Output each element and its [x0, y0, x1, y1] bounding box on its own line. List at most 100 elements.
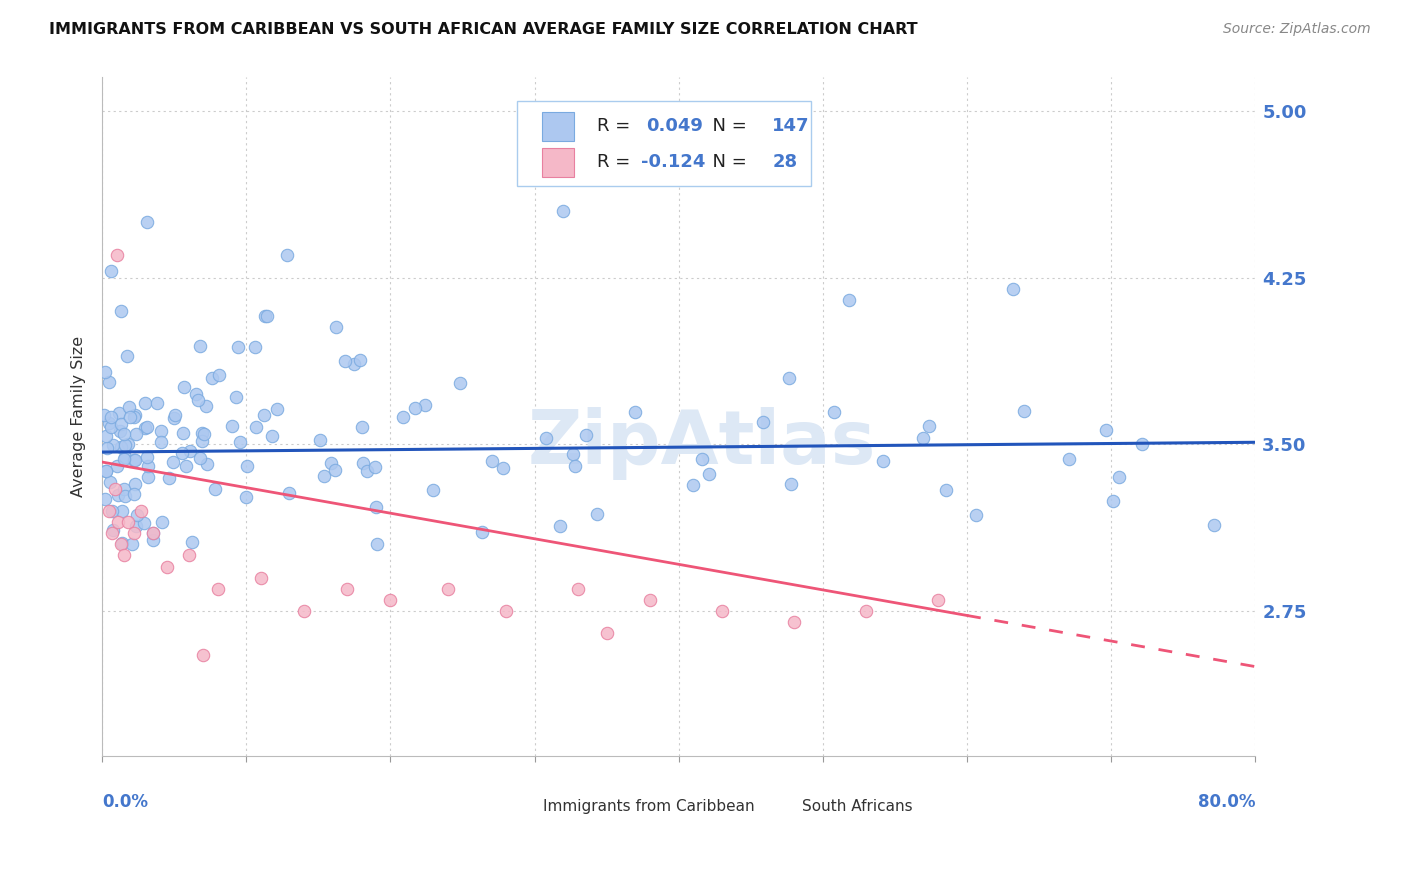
- Point: [93, 409, 115, 423]
- Point: [112, 451, 135, 466]
- Point: [1204, 518, 1226, 533]
- Point: [173, 379, 195, 393]
- Point: [104, 482, 127, 496]
- FancyBboxPatch shape: [517, 101, 811, 186]
- Point: [391, 410, 413, 425]
- Point: [117, 515, 139, 529]
- Point: [575, 428, 598, 442]
- Point: [108, 406, 131, 420]
- Point: [150, 515, 173, 529]
- Point: [911, 431, 934, 445]
- Point: [94, 491, 117, 506]
- Point: [172, 445, 194, 459]
- Bar: [541, 112, 574, 141]
- Point: [194, 399, 217, 413]
- Bar: [512, 796, 534, 817]
- Point: [562, 447, 585, 461]
- Point: [335, 354, 357, 368]
- Point: [101, 526, 124, 541]
- Point: [136, 450, 159, 464]
- Point: [149, 424, 172, 438]
- Point: [1108, 470, 1130, 484]
- Point: [107, 488, 129, 502]
- Point: [855, 604, 877, 618]
- Point: [162, 411, 184, 425]
- Point: [534, 431, 557, 445]
- Point: [638, 593, 661, 607]
- Point: [176, 459, 198, 474]
- Point: [752, 415, 775, 429]
- Point: [100, 410, 122, 425]
- Point: [927, 593, 949, 607]
- Point: [105, 248, 128, 262]
- Text: N =: N =: [700, 118, 752, 136]
- Point: [201, 371, 224, 385]
- Point: [1095, 423, 1118, 437]
- Point: [142, 533, 165, 547]
- Point: [207, 582, 229, 596]
- Point: [918, 419, 941, 434]
- Point: [124, 453, 146, 467]
- Point: [325, 320, 347, 334]
- Point: [872, 454, 894, 468]
- Point: [110, 304, 132, 318]
- Point: [191, 648, 214, 663]
- Point: [319, 457, 342, 471]
- Point: [136, 215, 159, 229]
- Point: [221, 419, 243, 434]
- Text: South Africans: South Africans: [803, 799, 912, 814]
- Point: [122, 410, 145, 425]
- Point: [236, 459, 259, 474]
- Point: [364, 500, 387, 514]
- Point: [195, 457, 218, 471]
- Point: [624, 405, 647, 419]
- Point: [188, 450, 211, 465]
- Point: [135, 419, 157, 434]
- Point: [585, 508, 607, 522]
- Point: [245, 420, 267, 434]
- Text: Source: ZipAtlas.com: Source: ZipAtlas.com: [1223, 22, 1371, 37]
- Text: 80.0%: 80.0%: [1198, 793, 1256, 811]
- Point: [108, 424, 131, 438]
- Point: [114, 450, 136, 465]
- Point: [823, 404, 845, 418]
- Point: [226, 340, 249, 354]
- Point: [191, 426, 214, 441]
- Point: [132, 516, 155, 530]
- Point: [278, 486, 301, 500]
- Point: [184, 387, 207, 401]
- Point: [495, 604, 517, 618]
- Point: [366, 537, 388, 551]
- Point: [553, 203, 575, 218]
- Point: [780, 477, 803, 491]
- Point: [110, 440, 132, 454]
- Point: [191, 434, 214, 448]
- Point: [122, 452, 145, 467]
- Text: 0.0%: 0.0%: [103, 793, 148, 811]
- Bar: [541, 148, 574, 177]
- Point: [125, 519, 148, 533]
- Text: -0.124: -0.124: [641, 153, 704, 171]
- Point: [134, 421, 156, 435]
- Point: [96, 464, 118, 478]
- Point: [177, 549, 200, 563]
- Point: [94, 428, 117, 442]
- Point: [564, 459, 586, 474]
- Point: [110, 417, 132, 431]
- Point: [188, 339, 211, 353]
- Point: [157, 471, 180, 485]
- Point: [180, 534, 202, 549]
- Point: [225, 390, 247, 404]
- Point: [98, 504, 121, 518]
- Point: [413, 399, 436, 413]
- Point: [336, 582, 359, 596]
- Point: [117, 400, 139, 414]
- Point: [260, 429, 283, 443]
- Point: [363, 460, 385, 475]
- Point: [111, 503, 134, 517]
- Point: [352, 420, 374, 434]
- Point: [114, 489, 136, 503]
- Point: [596, 626, 619, 640]
- Point: [352, 456, 374, 470]
- Point: [110, 537, 132, 551]
